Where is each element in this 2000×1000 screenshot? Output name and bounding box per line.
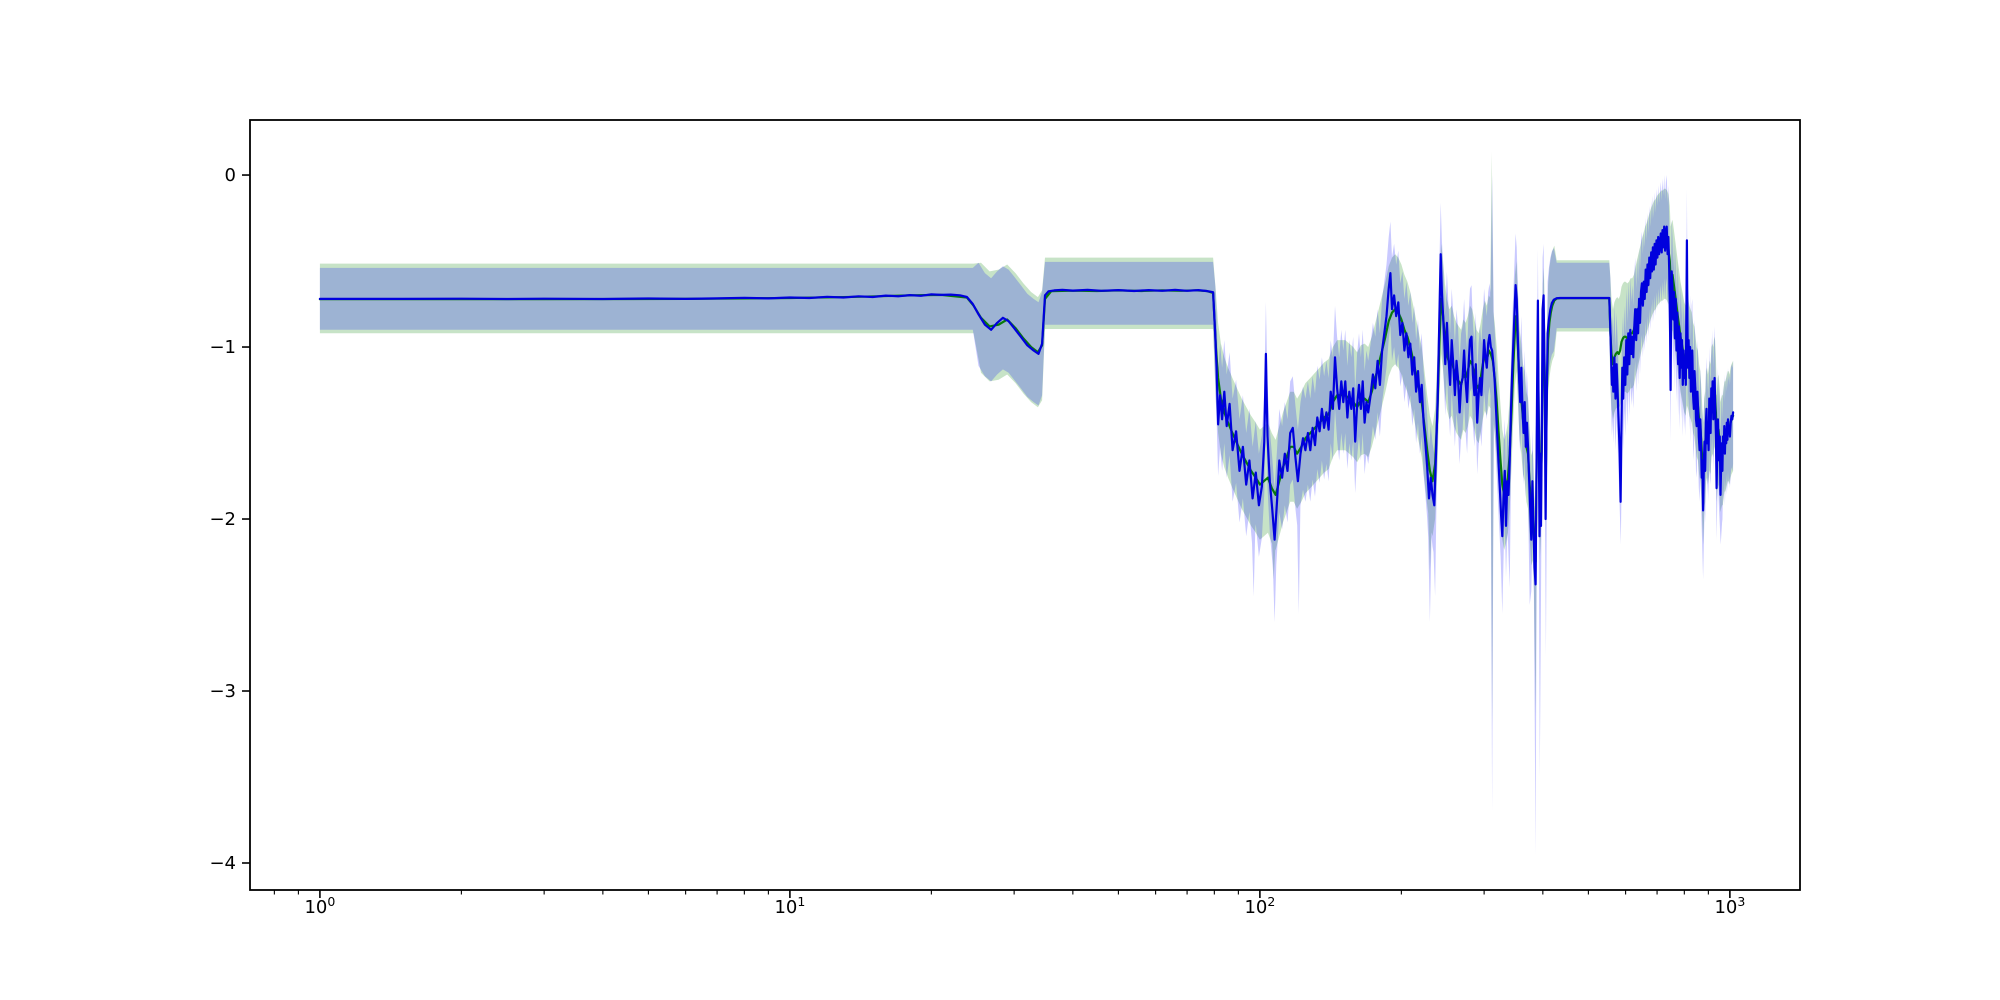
blue-series-line	[318, 225, 1735, 586]
blue-series-confidence-band	[319, 175, 1734, 855]
y-tick-label: −3	[209, 681, 236, 702]
x-tick-label: 100	[304, 894, 335, 918]
y-tick-label: −2	[209, 509, 236, 530]
green-series-confidence-band	[319, 151, 1734, 726]
y-tick-label: −1	[209, 337, 236, 358]
plot-area	[318, 151, 1735, 855]
y-tick-label: −4	[209, 853, 236, 874]
x-tick-label: 101	[774, 894, 805, 918]
y-tick-label: 0	[225, 165, 236, 186]
x-tick-label: 102	[1244, 894, 1275, 918]
x-tick-label: 103	[1714, 894, 1745, 918]
axes-spines	[249, 119, 1801, 891]
